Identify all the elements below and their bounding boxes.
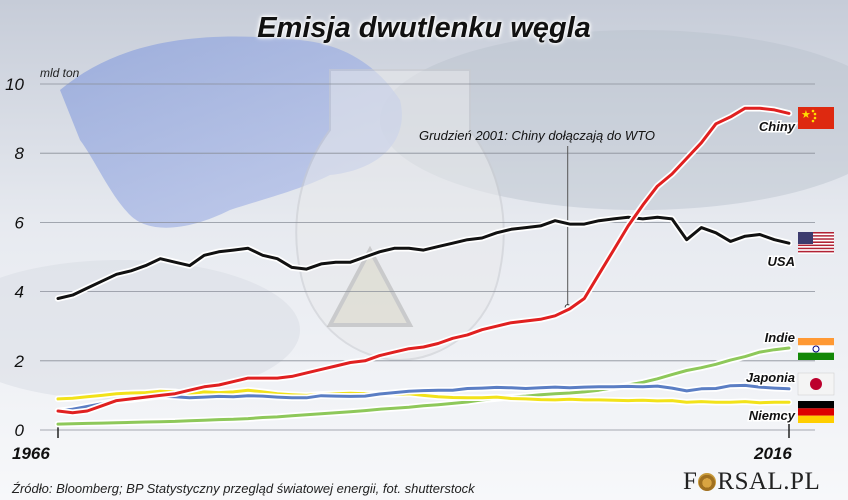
annotation-text: Grudzień 2001: Chiny dołączają do WTO: [419, 128, 655, 143]
flag-jp-icon: [797, 372, 835, 396]
forsal-logo: F RSAL.PL: [683, 468, 821, 495]
series-line-indie: [56, 346, 791, 426]
flag-in-icon: [798, 338, 834, 360]
y-axis-unit-label: mld ton: [40, 66, 80, 80]
series-label-indie: Indie: [765, 330, 795, 345]
source-note: Źródło: Bloomberg; BP Statystyczny przeg…: [12, 481, 475, 496]
chart-title: Emisja dwutlenku węgla: [257, 12, 591, 44]
y-tick-label: 4: [15, 283, 24, 302]
series-label-niemcy: Niemcy: [749, 408, 796, 423]
series-label-usa: USA: [768, 254, 795, 269]
gridlines: [40, 83, 815, 431]
x-axis-ticks: 1966 2016: [12, 424, 792, 463]
flag-cn-icon: ★: [798, 107, 834, 129]
series-labels: Chiny USA Indie Japonia Niemcy: [744, 118, 797, 425]
y-axis-ticks: 0 2 4 6 8 10: [5, 75, 24, 440]
x-tick-label: 2016: [753, 444, 792, 463]
flag-us-icon: [798, 232, 834, 254]
svg-text:★: ★: [801, 108, 811, 121]
series-lines: [54, 104, 793, 428]
flags: ★: [797, 107, 835, 423]
series-line-outline-indie: [54, 344, 793, 428]
series-line-usa: [56, 215, 791, 300]
y-tick-label: 10: [5, 75, 24, 94]
flag-de-icon: [798, 401, 834, 423]
series-line-japonia: [56, 383, 791, 413]
y-tick-label: 8: [15, 144, 25, 163]
series-line-chiny: [56, 106, 791, 415]
x-tick-label: 1966: [12, 444, 50, 463]
series-label-chiny: Chiny: [759, 119, 796, 134]
series-label-japonia: Japonia: [746, 370, 795, 385]
y-tick-label: 0: [15, 421, 25, 440]
y-tick-label: 6: [15, 213, 25, 232]
y-tick-label: 2: [14, 352, 25, 371]
